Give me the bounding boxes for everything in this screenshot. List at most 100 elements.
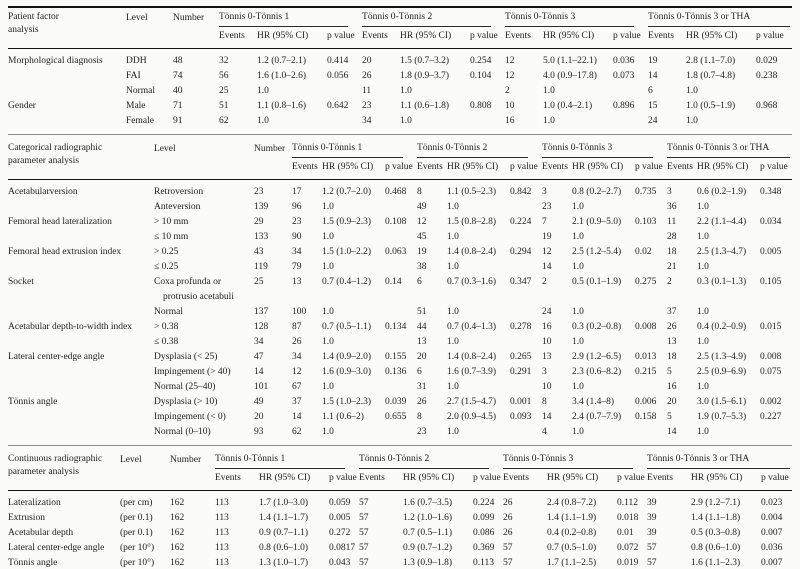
pvalue-cell: 0.348	[760, 187, 782, 197]
pvalue-cell	[510, 335, 542, 350]
hr-cell: 1.0	[447, 262, 459, 272]
table-row: Acetabular depth-to-width index > 0.38 128…	[8, 320, 792, 335]
events-cell: 26	[503, 528, 513, 538]
events-cell: 32	[219, 56, 229, 66]
pvalue-cell: 0.063	[385, 247, 407, 257]
hr-cell: 0.4 (0.2–0.9)	[697, 322, 747, 332]
events-cell: 51	[219, 101, 229, 111]
group-header-tonnis1: Tönnis 0-Tönnis 1	[219, 7, 362, 27]
hr-cell: 1.0	[572, 232, 584, 242]
hr-cell: 1.4 (0.9–2.0)	[322, 352, 372, 362]
events-cell: 10	[505, 101, 515, 111]
factor-cell: Lateralization	[8, 498, 61, 508]
events-cell: 16	[505, 116, 515, 126]
events-cell: 16	[667, 382, 677, 392]
pvalue-cell	[385, 425, 417, 446]
pvalue-cell: 0.254	[470, 56, 492, 66]
hr-cell: 2.7 (1.5–4.7)	[447, 397, 497, 407]
pvalue-cell	[510, 380, 542, 395]
level-cell: (per 10°)	[120, 543, 155, 553]
hr-cell: 1.0	[543, 86, 555, 96]
pvalue-header: p value	[510, 158, 543, 180]
hr-cell: 1.0	[447, 382, 459, 392]
pvalue-cell	[510, 305, 542, 320]
pvalue-cell: 0.265	[510, 352, 532, 362]
factor-cell	[8, 230, 154, 245]
pvalue-cell: 0.103	[635, 217, 657, 227]
table-row: Acetabular depth (per 0.1) 162 113 0.9 (0.7–…	[8, 526, 792, 541]
hr-cell: 1.0	[697, 382, 709, 392]
level-cell: Impingement (< 0)	[154, 412, 226, 422]
table-row: Femoral head extrusion index > 0.25 43 34 1.…	[8, 245, 792, 260]
events-cell: 18	[667, 352, 677, 362]
table-row: Impingement (< 0) 20 14 1.1 (0.6–2) 0.655 8 2.…	[8, 410, 792, 425]
pvalue-cell	[510, 425, 542, 446]
pvalue-cell: 0.105	[760, 277, 782, 287]
events-cell: 56	[219, 71, 229, 81]
hr-cell: 2.4 (0.7–7.9)	[572, 412, 622, 422]
pvalue-cell: 0.347	[510, 277, 532, 287]
group-header-tonnis3-tha: Tönnis 0-Tönnis 3 or THA	[667, 135, 792, 158]
events-cell: 51	[417, 307, 427, 317]
factor-cell	[8, 84, 126, 99]
continuous-parameter-table: Continuous radiographic parameter analys…	[8, 446, 793, 569]
group-header-label: Tönnis 0-Tönnis 3 or THA	[648, 11, 791, 27]
pvalue-cell: 0.369	[473, 543, 495, 553]
events-cell: 62	[292, 427, 302, 437]
table-body: Acetabularversion Retroversion 23 17 1.2 (0.…	[8, 180, 792, 446]
pvalue-cell: 0.104	[470, 71, 492, 81]
number-cell: 20	[254, 412, 264, 422]
level-cell: FAI	[126, 71, 141, 81]
pvalue-header: p value	[761, 469, 793, 491]
hr-cell: 1.2 (0.7–2.0)	[322, 187, 372, 197]
level-cell: Normal	[126, 86, 156, 96]
events-cell: 7	[542, 217, 547, 227]
factor-cell	[8, 410, 154, 425]
pvalue-cell: 0.134	[385, 322, 407, 332]
events-cell: 113	[215, 498, 229, 508]
hr-cell: 0.5 (0.1–1.9)	[572, 277, 622, 287]
number-cell: 74	[173, 71, 183, 81]
pvalue-header: p value	[329, 469, 360, 491]
pvalue-cell: 0.036	[761, 543, 783, 553]
events-header: Events	[667, 158, 698, 180]
events-cell: 20	[417, 352, 427, 362]
table-row: Socket Coxa profunda or protrusio acetabu…	[8, 275, 792, 305]
table-row: Female 91 62 1.0 34 1.0 16 1.0 24 1.0	[8, 114, 792, 135]
table-row: ≤ 10 mm 133 90 1.0 45 1.0 19 1.0 28 1.0	[8, 230, 792, 245]
level-cell: DDH	[126, 56, 147, 66]
hr-cell: 1.0	[572, 202, 584, 212]
factor-cell: Socket	[8, 277, 34, 287]
events-cell: 113	[215, 513, 229, 523]
number-cell: 128	[254, 322, 269, 332]
pvalue-cell: 0.158	[635, 412, 657, 422]
level-cell: Impingement (> 40)	[154, 367, 231, 377]
pvalue-cell: 0.02	[635, 247, 652, 257]
hr-cell: 2.5 (1.2–5.4)	[572, 247, 622, 257]
pvalue-cell	[613, 84, 648, 99]
factor-cell	[8, 335, 154, 350]
hr-cell: 0.3 (0.1–1.3)	[697, 277, 747, 287]
pvalue-cell	[635, 230, 667, 245]
table-row: Normal 40 25 1.0 11 1.0 2 1.0 6 1.0	[8, 84, 792, 99]
events-cell: 16	[542, 322, 552, 332]
section-title: Patient factor analysis	[8, 7, 126, 49]
events-cell: 14	[542, 262, 552, 272]
events-cell: 26	[503, 498, 513, 508]
hr-cell: 1.0	[257, 86, 269, 96]
hr-cell: 5.0 (1.1–22.1)	[543, 56, 597, 66]
table-row: ≤ 0.38 34 26 1.0 13 1.0 10 1.0 13 1.0	[8, 335, 792, 350]
hr-cell: 1.0	[322, 427, 334, 437]
number-cell: 23	[254, 187, 264, 197]
events-cell: 21	[667, 262, 677, 272]
table-row: Extrusion (per 0.1) 162 113 1.4 (1.1–1.7) 0.0…	[8, 511, 792, 526]
events-cell: 24	[648, 116, 658, 126]
events-cell: 44	[417, 322, 427, 332]
hr-cell: 1.0	[572, 307, 584, 317]
hr-cell: 2.3 (0.6–8.2)	[572, 367, 622, 377]
pvalue-cell: 0.007	[761, 528, 783, 538]
hr-cell: 1.6 (0.7–3.9)	[447, 367, 497, 377]
events-cell: 34	[292, 247, 302, 257]
number-cell: 162	[170, 513, 185, 523]
